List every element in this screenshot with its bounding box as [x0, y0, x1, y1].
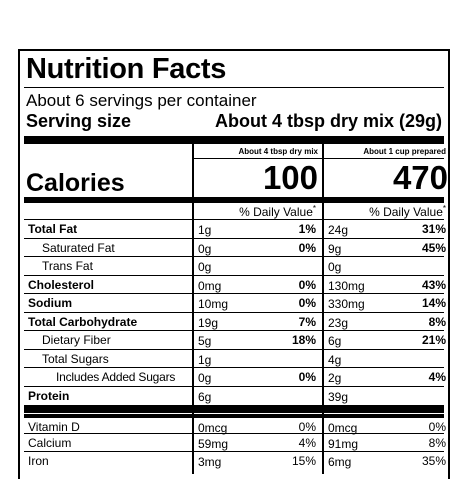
amount-col2: 0g [328, 260, 342, 274]
amount-col1: 0g [198, 260, 212, 274]
serving-size-label: Serving size [26, 111, 132, 131]
nutrient-row: Dietary Fiber 5g 18% 6g 21% [24, 330, 446, 349]
dv-col1: 0% [298, 296, 316, 310]
nutrient-row: Cholesterol 0mg 0% 130mg 43% [24, 274, 446, 294]
dv-col2: 14% [421, 296, 446, 310]
dv-col2: 0% [428, 420, 446, 434]
amount-col1: 0g [198, 371, 212, 385]
amount-col1: 5g [198, 334, 212, 348]
nutrient-row: Calcium 59mg 4% 91mg 8% [24, 432, 446, 452]
calories-col2: 470 [392, 159, 448, 196]
dv-col2: 4% [428, 370, 446, 384]
dv-col1: 1% [298, 222, 316, 236]
dv-col2: 45% [421, 240, 446, 255]
nutrient-name: Includes Added Sugars [56, 370, 176, 384]
nutrient-row: Total Sugars 1g 4g [24, 348, 444, 368]
dv-col1: 15% [291, 454, 316, 468]
dv-col2: 31% [421, 222, 446, 236]
amount-col1: 6g [198, 389, 212, 404]
colhead-divider [194, 158, 444, 159]
nutrient-name: Vitamin D [28, 420, 80, 434]
amount-col2: 6g [328, 334, 342, 348]
nutrient-row: Protein 6g 39g [24, 385, 444, 405]
dv-col1: 0% [298, 277, 316, 292]
title-divider [24, 87, 444, 88]
amount-col1: 0mcg [198, 421, 228, 435]
amount-col2: 91mg [328, 436, 359, 451]
nutrient-name: Sodium [28, 296, 72, 310]
amount-col2: 2g [328, 371, 342, 385]
nutrient-row: Includes Added Sugars 0g 0% 2g 4% [24, 367, 446, 386]
dv-col1: 0% [298, 420, 316, 434]
amount-col2: 0mcg [328, 421, 358, 435]
nutrient-row: Iron 3mg 15% 6mg 35% [24, 451, 446, 470]
amount-col2: 130mg [328, 278, 365, 293]
nutrient-name: Iron [28, 454, 49, 468]
dv-col2: 21% [421, 333, 446, 347]
dv-col1: 7% [298, 314, 316, 329]
amount-col1: 1g [198, 223, 212, 237]
col1-header: About 4 tbsp dry mix [238, 147, 318, 156]
calories-col1: 100 [262, 159, 318, 196]
col2-header: About 1 cup prepared [363, 147, 446, 156]
nutrient-row: Sodium 10mg 0% 330mg 14% [24, 293, 446, 312]
amount-col2: 330mg [328, 297, 365, 311]
dv-asterisk: * [442, 204, 446, 213]
nutrient-name: Saturated Fat [42, 240, 115, 255]
serving-size-value: About 4 tbsp dry mix (29g) [214, 111, 442, 131]
dv-col1: 4% [298, 435, 316, 450]
dv-col1: 0% [298, 240, 316, 255]
amount-col2: 9g [328, 241, 342, 256]
dv-header-text: % Daily Value [369, 205, 443, 219]
amount-col2: 23g [328, 315, 349, 330]
servings-per-container: About 6 servings per container [26, 91, 257, 110]
dv-col1: 0% [298, 370, 316, 384]
amount-col1: 0mg [198, 278, 222, 293]
amount-col1: 59mg [198, 436, 229, 451]
nutrient-name: Total Sugars [42, 351, 109, 366]
nutrient-row: Trans Fat 0g 0g [24, 256, 444, 275]
protein-divider [24, 405, 444, 413]
amount-col2: 4g [328, 352, 342, 367]
nutrition-facts-label: Nutrition Facts About 6 servings per con… [18, 49, 450, 479]
nutrient-name: Cholesterol [28, 277, 95, 292]
dv-asterisk: * [312, 204, 316, 213]
amount-col1: 0g [198, 241, 212, 256]
nutrient-row: Total Fat 1g 1% 24g 31% [24, 219, 446, 238]
column-divider-1 [192, 144, 194, 474]
dv-col1: 18% [291, 333, 316, 347]
amount-col2: 24g [328, 223, 349, 237]
thick-divider [24, 136, 444, 144]
dv-col2: 35% [421, 454, 446, 468]
label-title: Nutrition Facts [26, 53, 227, 85]
dv-header-text: % Daily Value [239, 205, 313, 219]
amount-col1: 1g [198, 352, 212, 367]
amount-col2: 6mg [328, 455, 352, 469]
calories-label: Calories [26, 169, 125, 197]
amount-col1: 19g [198, 315, 219, 330]
nutrient-row: Vitamin D 0mcg 0% 0mcg 0% [24, 414, 446, 436]
nutrient-row: Saturated Fat 0g 0% 9g 45% [24, 237, 446, 257]
column-divider-2 [322, 144, 324, 474]
amount-col1: 3mg [198, 455, 222, 469]
nutrient-row: Total Carbohydrate 19g 7% 23g 8% [24, 311, 446, 331]
dv-header-col1: % Daily Value* [196, 204, 316, 219]
dv-col2: 8% [428, 314, 446, 329]
dv-col2: 8% [428, 435, 446, 450]
amount-col2: 39g [328, 389, 349, 404]
amount-col1: 10mg [198, 297, 229, 311]
calories-divider [24, 197, 444, 203]
nutrient-name: Total Carbohydrate [28, 314, 138, 329]
nutrient-name: Calcium [28, 435, 72, 450]
nutrient-name: Dietary Fiber [42, 333, 111, 347]
nutrient-name: Protein [28, 388, 70, 403]
nutrient-name: Trans Fat [42, 259, 93, 273]
nutrient-name: Total Fat [28, 222, 78, 236]
dv-col2: 43% [421, 277, 446, 292]
dv-header-col2: % Daily Value* [326, 204, 446, 219]
